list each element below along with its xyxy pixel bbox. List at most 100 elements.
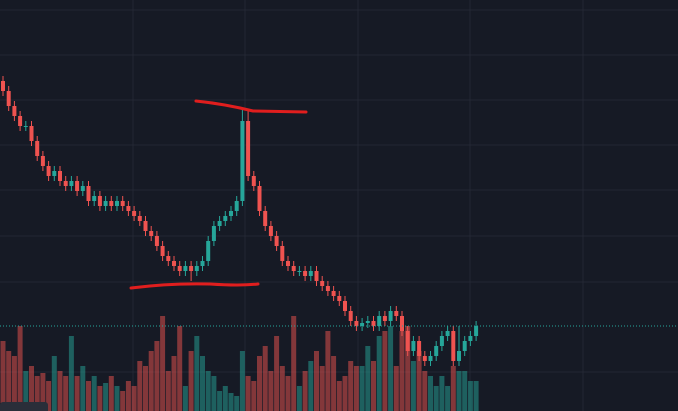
volume-bar bbox=[200, 356, 205, 411]
candle-body bbox=[365, 321, 370, 323]
candle-body bbox=[52, 171, 57, 176]
volume-bar bbox=[40, 373, 46, 411]
volume-bar bbox=[171, 356, 177, 411]
volume-bar bbox=[23, 371, 29, 411]
volume-bar bbox=[86, 381, 91, 411]
volume-bar bbox=[325, 331, 331, 411]
candle-body bbox=[377, 316, 382, 326]
volume-bar bbox=[314, 351, 319, 411]
volume-bar bbox=[97, 386, 103, 411]
candle-body bbox=[40, 156, 45, 166]
volume-bar bbox=[342, 376, 348, 411]
volume-bar bbox=[165, 371, 171, 411]
volume-bar bbox=[331, 356, 337, 411]
volume-bar bbox=[433, 386, 439, 411]
candle-body bbox=[46, 166, 51, 176]
volume-bar bbox=[473, 381, 479, 411]
volume-bar bbox=[148, 351, 154, 411]
candle-body bbox=[314, 271, 319, 281]
volume-bar bbox=[51, 356, 57, 411]
candle-body bbox=[200, 261, 205, 266]
candle-body bbox=[308, 271, 313, 276]
candle-body bbox=[297, 271, 302, 272]
volume-bar bbox=[319, 366, 325, 411]
candle-body bbox=[166, 256, 171, 261]
candle-body bbox=[268, 226, 273, 236]
candle-body bbox=[103, 201, 108, 206]
volume-bar bbox=[143, 366, 148, 411]
candle-body bbox=[422, 356, 427, 361]
candle-body bbox=[280, 246, 285, 261]
volume-bar bbox=[428, 376, 433, 411]
volume-bar bbox=[450, 366, 456, 411]
corner-button[interactable] bbox=[0, 402, 48, 411]
candle-body bbox=[18, 116, 23, 126]
volume-bar bbox=[46, 381, 52, 411]
volume-bar bbox=[80, 366, 86, 411]
volume-bar bbox=[57, 371, 63, 411]
volume-bar bbox=[467, 381, 473, 411]
volume-bar bbox=[17, 326, 23, 411]
candle-body bbox=[394, 311, 399, 316]
candle-body bbox=[126, 206, 131, 211]
candle-body bbox=[211, 226, 216, 241]
candle-body bbox=[320, 281, 325, 286]
volume-bar bbox=[239, 351, 245, 411]
volume-bar bbox=[211, 376, 217, 411]
volume-bar bbox=[302, 371, 308, 411]
candle-body bbox=[189, 266, 194, 271]
candle-body bbox=[439, 336, 444, 346]
candle-body bbox=[457, 351, 461, 361]
candle-body bbox=[286, 261, 290, 266]
candle-body bbox=[354, 321, 359, 326]
volume-bar bbox=[222, 386, 228, 411]
volume-bar bbox=[120, 391, 126, 411]
candle-body bbox=[263, 211, 268, 226]
candle-body bbox=[97, 196, 102, 206]
volume-bar bbox=[348, 361, 354, 411]
volume-layer bbox=[0, 316, 479, 411]
volume-bar bbox=[308, 361, 314, 411]
volume-bar bbox=[217, 391, 223, 411]
candle-body bbox=[137, 216, 142, 221]
candle-body bbox=[23, 126, 28, 127]
volume-bar bbox=[279, 366, 285, 411]
volume-bar bbox=[445, 386, 451, 411]
candle-body bbox=[246, 121, 251, 176]
candle-body bbox=[183, 266, 188, 271]
volume-bar bbox=[296, 386, 302, 411]
candle-body bbox=[86, 186, 91, 201]
candle-body bbox=[388, 311, 393, 321]
candle-body bbox=[154, 236, 159, 246]
volume-bar bbox=[285, 376, 291, 411]
candle-body bbox=[343, 301, 347, 311]
annotation-line bbox=[129, 282, 260, 290]
volume-bar bbox=[137, 361, 143, 411]
volume-bar bbox=[251, 381, 257, 411]
candle-body bbox=[251, 176, 256, 186]
volume-bar bbox=[114, 386, 120, 411]
candle-body bbox=[29, 126, 34, 141]
candle-body bbox=[69, 181, 74, 186]
candle-body bbox=[63, 181, 68, 186]
volume-bar bbox=[194, 336, 200, 411]
volume-bar bbox=[382, 331, 388, 411]
candle-body bbox=[360, 323, 365, 326]
volume-bar bbox=[257, 356, 262, 411]
candle-body bbox=[400, 316, 404, 331]
candle-body bbox=[451, 331, 456, 361]
candle-body bbox=[234, 201, 239, 211]
volume-bar bbox=[416, 351, 422, 411]
candle-body bbox=[217, 221, 222, 226]
candle-body bbox=[75, 181, 80, 191]
candle-body bbox=[92, 196, 97, 201]
volume-bar bbox=[388, 326, 394, 411]
volume-bar bbox=[188, 351, 194, 411]
candle-body bbox=[371, 321, 376, 326]
candle-body bbox=[462, 341, 467, 351]
volume-bar bbox=[68, 336, 74, 411]
volume-bar bbox=[74, 376, 80, 411]
